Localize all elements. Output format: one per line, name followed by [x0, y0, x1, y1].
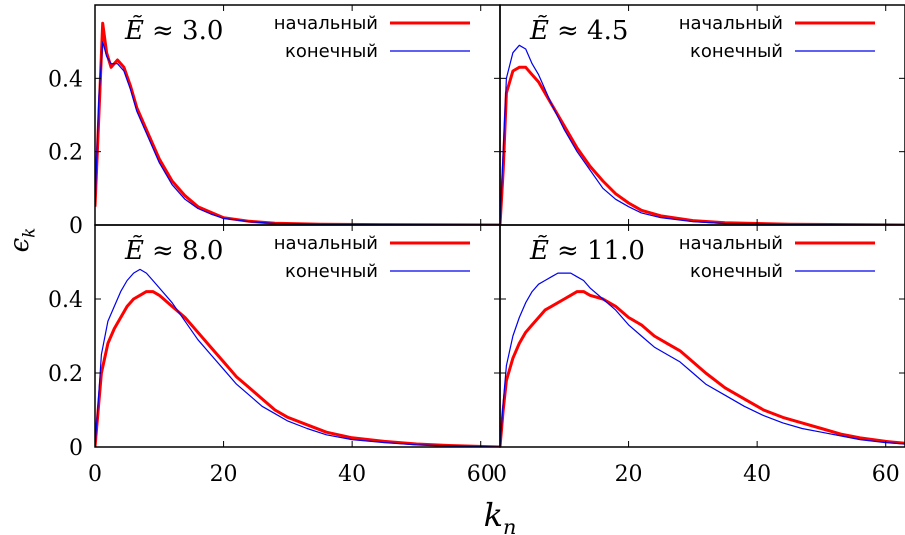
panel-label-value: ≈ 3.0 — [152, 16, 223, 46]
panel-label-value: ≈ 8.0 — [152, 236, 223, 266]
legend-label-initial: начальный — [679, 13, 783, 34]
series-line-final — [500, 44, 905, 225]
x-axis-label: kn — [484, 496, 517, 535]
y-tick-label: 0 — [69, 436, 83, 461]
panel-4: Ẽ ≈ 11.0 начальный конечный — [499, 224, 905, 448]
legend-label-initial: начальный — [679, 233, 783, 254]
panel-1: Ẽ ≈ 3.0 начальный конечный — [94, 4, 501, 226]
legend-label-initial: начальный — [274, 233, 378, 254]
y-axis-label: ϵk — [5, 228, 39, 253]
x-tick-label: 60 — [872, 462, 900, 487]
panel-frame — [499, 224, 905, 448]
series-line-initial — [500, 290, 905, 447]
panel-label: Ẽ ≈ 4.5 — [529, 14, 628, 46]
panel-label: Ẽ ≈ 3.0 — [124, 14, 223, 46]
x-tick-label: 40 — [338, 462, 366, 487]
series-line-initial — [500, 65, 905, 225]
x-tick-label: 20 — [615, 462, 643, 487]
panel-label: Ẽ ≈ 8.0 — [124, 234, 223, 266]
panel-label: Ẽ ≈ 11.0 — [529, 234, 645, 266]
x-tick-label: 20 — [210, 462, 238, 487]
series-line-final — [500, 272, 905, 447]
legend-label-final: конечный — [285, 261, 378, 282]
y-tick-label: 0.4 — [48, 288, 83, 313]
series-line-initial — [95, 290, 500, 447]
series-line-final — [95, 41, 500, 225]
x-tick-label: 40 — [743, 462, 771, 487]
x-tick-label: 0 — [88, 462, 102, 487]
x-tick-label: 0 — [493, 462, 507, 487]
legend-label-initial: начальный — [274, 13, 378, 34]
x-tick-label: 60 — [467, 462, 495, 487]
y-tick-label: 0.4 — [48, 67, 83, 92]
legend-label-final: конечный — [690, 261, 783, 282]
panel-label-value: ≈ 4.5 — [557, 16, 628, 46]
panel-label-var: Ẽ — [529, 234, 549, 266]
legend-label-final: конечный — [285, 41, 378, 62]
panel-label-var: Ẽ — [124, 14, 144, 46]
panel-3: Ẽ ≈ 8.0 начальный конечный — [94, 224, 501, 448]
panels: Ẽ ≈ 3.0 начальный конечный Ẽ ≈ 4.5 начальный ко… — [94, 4, 905, 448]
y-tick-label: 0.2 — [48, 141, 83, 166]
panel-2: Ẽ ≈ 4.5 начальный конечный — [499, 4, 905, 226]
panel-label-value: ≈ 11.0 — [557, 236, 645, 266]
panel-label-var: Ẽ — [529, 14, 549, 46]
panel-label-var: Ẽ — [124, 234, 144, 266]
legend-label-final: конечный — [690, 41, 783, 62]
series-line-final — [95, 268, 500, 447]
y-tick-label: 0 — [69, 214, 83, 239]
y-tick-label: 0.2 — [48, 362, 83, 387]
